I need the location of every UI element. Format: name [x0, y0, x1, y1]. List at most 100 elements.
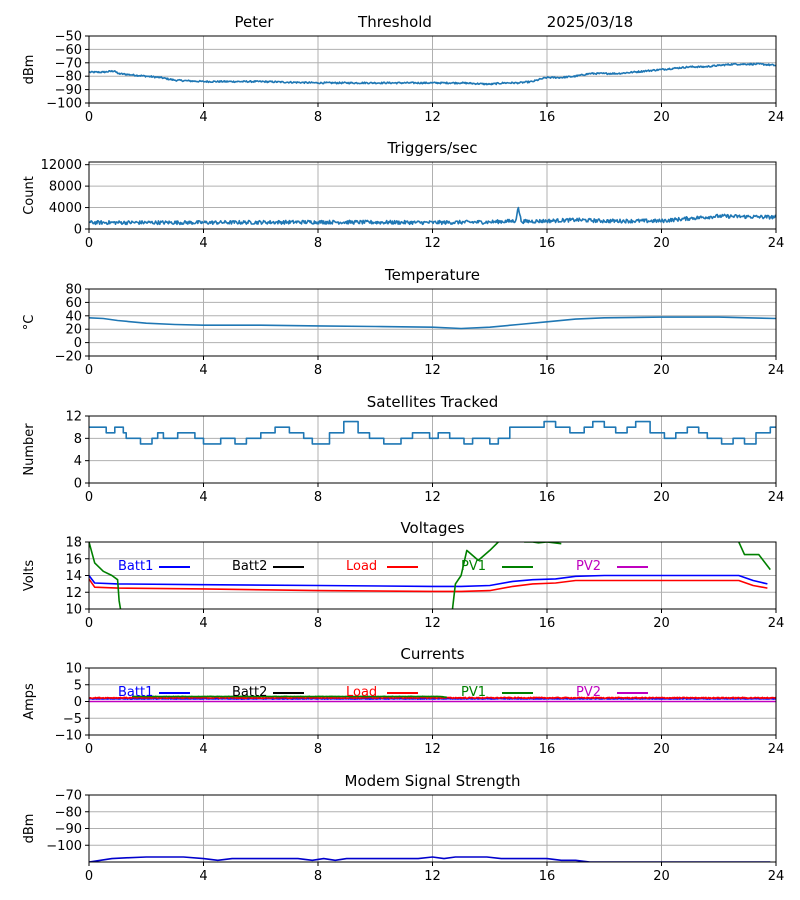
y-tick-label: 10 [65, 662, 82, 677]
chart-title: Currents [400, 645, 464, 663]
x-tick-label: 24 [768, 616, 785, 631]
x-tick-label: 4 [199, 616, 207, 631]
y-tick-label: 0 [74, 223, 82, 238]
y-tick-label: −100 [46, 97, 82, 112]
y-axis-label: °C [22, 315, 37, 331]
legend-label-pv1: PV1 [461, 559, 486, 574]
chart-title: Triggers/sec [387, 139, 478, 157]
legend-label-pv1: PV1 [461, 685, 486, 700]
x-tick-label: 0 [85, 490, 93, 505]
x-tick-label: 20 [653, 742, 670, 757]
y-tick-label: 4000 [49, 201, 82, 216]
x-tick-label: 0 [85, 236, 93, 251]
figure-header: Peter Threshold 2025/03/18 [234, 13, 633, 31]
x-tick-label: 24 [768, 236, 785, 251]
x-tick-label: 0 [85, 616, 93, 631]
x-tick-label: 12 [424, 616, 441, 631]
x-tick-label: 24 [768, 363, 785, 378]
x-tick-label: 4 [199, 110, 207, 125]
x-tick-label: 4 [199, 869, 207, 884]
x-tick-label: 16 [539, 869, 556, 884]
x-tick-label: 8 [314, 363, 322, 378]
y-tick-label: 80 [65, 283, 82, 298]
y-axis-label: dBm [22, 814, 37, 844]
x-tick-label: 20 [653, 363, 670, 378]
x-tick-label: 0 [85, 363, 93, 378]
y-tick-label: −50 [55, 30, 82, 45]
y-tick-label: 12 [65, 586, 82, 601]
x-tick-label: 16 [539, 490, 556, 505]
y-tick-label: 14 [65, 569, 82, 584]
x-tick-label: 8 [314, 616, 322, 631]
y-tick-label: 4 [74, 454, 82, 469]
x-tick-label: 12 [424, 363, 441, 378]
x-tick-label: 16 [539, 616, 556, 631]
x-tick-label: 12 [424, 110, 441, 125]
header-label: Threshold [357, 13, 432, 31]
x-tick-label: 20 [653, 236, 670, 251]
y-tick-label: −80 [55, 70, 82, 85]
y-tick-label: −70 [55, 56, 82, 71]
series-line [89, 206, 776, 226]
y-tick-label: 16 [65, 552, 82, 567]
series-line [89, 62, 776, 86]
series-line-pv1 [131, 695, 448, 699]
y-tick-label: −70 [55, 789, 82, 804]
y-tick-label: −90 [55, 83, 82, 98]
panel-satellites: 0 4 8 12 16 20 24 0 4 8 12 Satellites Tracked Number [22, 393, 784, 505]
y-tick-label: 40 [65, 309, 82, 324]
legend-label-pv2: PV2 [576, 559, 601, 574]
legend-label-pv2: PV2 [576, 685, 601, 700]
x-tick-label: 12 [424, 742, 441, 757]
x-tick-label: 8 [314, 742, 322, 757]
y-tick-label: −90 [55, 822, 82, 837]
y-tick-label: 0 [74, 336, 82, 351]
x-tick-label: 12 [424, 236, 441, 251]
x-tick-label: 16 [539, 236, 556, 251]
legend-label-batt2: Batt2 [232, 685, 267, 700]
y-tick-label: −60 [55, 43, 82, 58]
y-tick-label: 60 [65, 296, 82, 311]
legend-label-load: Load [346, 685, 377, 700]
y-tick-label: 18 [65, 536, 82, 551]
x-tick-label: 20 [653, 490, 670, 505]
y-axis-label: Count [22, 176, 37, 215]
y-tick-label: 5 [74, 678, 82, 693]
y-tick-label: −5 [63, 712, 82, 727]
x-tick-label: 16 [539, 742, 556, 757]
x-tick-label: 24 [768, 869, 785, 884]
y-tick-label: 0 [74, 477, 82, 492]
legend-label-batt1: Batt1 [118, 685, 153, 700]
legend-label-batt1: Batt1 [118, 559, 153, 574]
x-tick-label: 4 [199, 363, 207, 378]
x-tick-label: 12 [424, 490, 441, 505]
y-axis-label: Amps [22, 683, 37, 720]
series-line-load [89, 578, 768, 593]
series-line-batt1 [89, 697, 776, 700]
x-tick-label: 24 [768, 490, 785, 505]
y-tick-label: −80 [55, 805, 82, 820]
x-tick-label: 4 [199, 742, 207, 757]
y-axis-label: dBm [22, 55, 37, 85]
series-line [89, 856, 771, 862]
chart-title: Temperature [384, 266, 480, 284]
y-tick-label: −10 [55, 729, 82, 744]
panel-threshold: 0 4 8 12 16 20 24 −100−90−80−70−60−50 dBm [22, 30, 784, 126]
x-tick-label: 4 [199, 236, 207, 251]
x-tick-label: 20 [653, 869, 670, 884]
y-tick-label: −20 [55, 350, 82, 365]
x-tick-label: 12 [424, 869, 441, 884]
chart-title: Modem Signal Strength [345, 772, 521, 790]
chart-title: Voltages [400, 519, 464, 537]
legend-label-batt2: Batt2 [232, 559, 267, 574]
x-tick-label: 8 [314, 236, 322, 251]
x-tick-label: 0 [85, 742, 93, 757]
series-line-batt1 [89, 574, 768, 588]
y-tick-label: 8000 [49, 180, 82, 195]
series-line-pv1 [89, 542, 771, 609]
legend-label-load: Load [346, 559, 377, 574]
series-line [89, 420, 776, 445]
